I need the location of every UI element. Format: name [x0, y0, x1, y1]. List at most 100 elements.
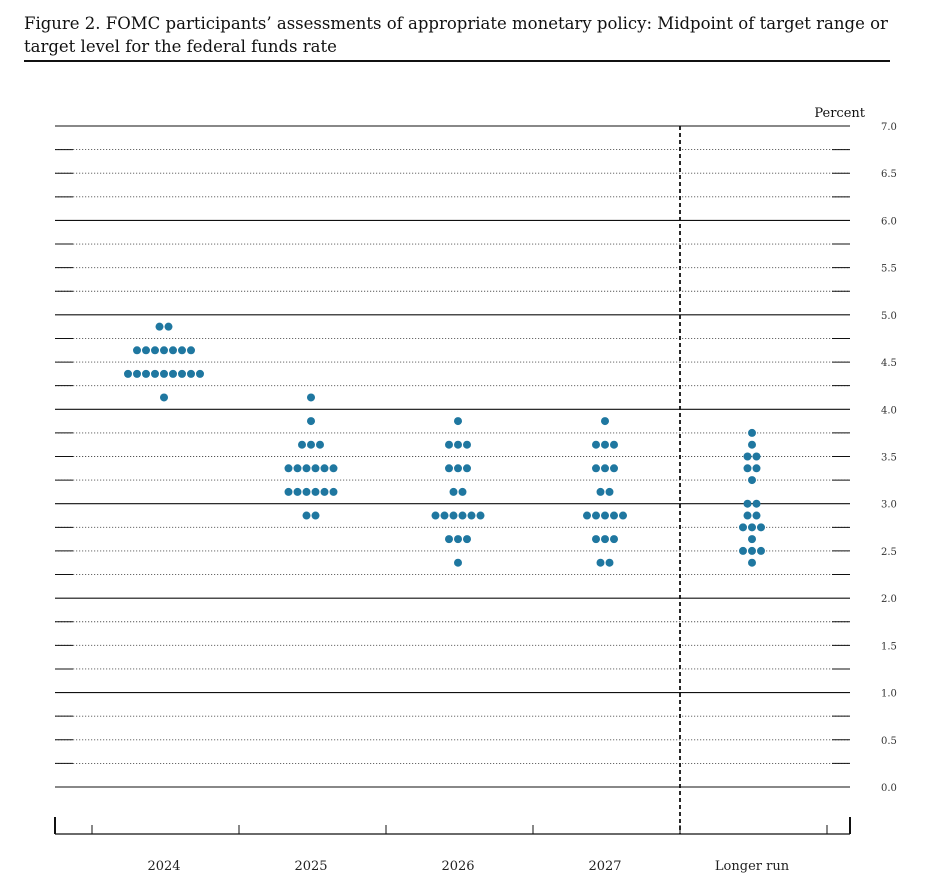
x-tick-label: 2027: [588, 859, 621, 874]
participant-dot: [610, 511, 618, 520]
participant-dot: [757, 546, 765, 555]
participant-dot: [748, 546, 756, 555]
participant-dot: [311, 464, 320, 473]
participant-dot: [596, 487, 605, 496]
y-tick-label: 1.0: [881, 689, 897, 700]
x-tick-label: Longer run: [715, 859, 790, 874]
participant-dot: [463, 464, 471, 473]
participant-dot: [601, 417, 609, 426]
participant-dot: [463, 535, 471, 544]
gridlines: [55, 125, 850, 788]
participant-dot: [592, 464, 600, 473]
dot-column: [739, 428, 765, 567]
participant-dot: [449, 511, 458, 520]
participant-dot: [743, 511, 752, 520]
participant-dot: [169, 369, 177, 378]
y-tick-label: 5.0: [881, 311, 897, 322]
y-tick-label: 2.5: [881, 547, 897, 558]
participant-dot: [133, 346, 141, 355]
participant-dot: [151, 369, 159, 378]
participant-dot: [178, 346, 186, 355]
participant-dot: [302, 511, 311, 520]
dot-column: [284, 393, 338, 520]
participant-dot: [284, 487, 293, 496]
participant-dot: [757, 523, 765, 532]
participant-dot: [440, 511, 449, 520]
participant-dot: [752, 499, 761, 508]
title-rule: [24, 60, 890, 62]
y-tick-label: 3.0: [881, 500, 897, 511]
y-axis-unit-label: Percent: [814, 106, 865, 121]
participant-dot: [307, 393, 315, 402]
participant-dot: [739, 546, 747, 555]
y-tick-label: 3.5: [881, 453, 897, 464]
participant-dot: [169, 346, 177, 355]
participant-dot: [293, 487, 302, 496]
participant-dot: [449, 487, 458, 496]
participant-dot: [748, 535, 756, 544]
x-tick-labels: 2024 2025 2026 2027 Longer run: [147, 859, 789, 874]
participant-dot: [592, 440, 600, 449]
participant-dot: [445, 464, 453, 473]
participant-dot: [302, 487, 311, 496]
participant-dot: [601, 511, 609, 520]
participant-dot: [458, 487, 467, 496]
participant-dot: [592, 535, 600, 544]
dot-column: [431, 417, 485, 567]
participant-dot: [605, 558, 614, 567]
x-tick-label: 2024: [147, 859, 180, 874]
participant-dot: [601, 535, 609, 544]
dot-column: [124, 322, 204, 402]
participant-dot: [178, 369, 186, 378]
participant-dot: [748, 440, 756, 449]
participant-dot: [596, 558, 605, 567]
participant-dot: [610, 440, 618, 449]
participant-dot: [311, 487, 320, 496]
participant-dot: [431, 511, 440, 520]
participant-dot: [316, 440, 324, 449]
participant-dot: [160, 369, 168, 378]
y-tick-label: 4.0: [881, 405, 897, 416]
y-tick-label: 0.5: [881, 736, 897, 747]
y-tick-label: 1.5: [881, 641, 897, 652]
participant-dot: [463, 440, 471, 449]
participant-dot: [748, 558, 756, 567]
participant-dot: [454, 535, 462, 544]
participant-dot: [187, 346, 195, 355]
participant-dot: [752, 511, 761, 520]
participant-dot: [160, 346, 168, 355]
participant-dot: [124, 369, 132, 378]
participant-dot: [293, 464, 302, 473]
participant-dot: [601, 440, 609, 449]
participant-dot: [302, 464, 311, 473]
participant-dot: [583, 511, 591, 520]
participant-dot: [476, 511, 485, 520]
participant-dot: [619, 511, 627, 520]
participant-dot: [196, 369, 204, 378]
participant-dot: [748, 428, 756, 437]
x-axis: [54, 817, 851, 835]
participant-dot: [592, 511, 600, 520]
participant-dot: [298, 440, 306, 449]
dot-column: [583, 417, 627, 567]
participant-dot: [454, 558, 462, 567]
participant-dot: [601, 464, 609, 473]
y-tick-label: 5.5: [881, 264, 897, 275]
y-tick-label: 2.0: [881, 594, 897, 605]
participant-dot: [752, 452, 761, 461]
participant-dot: [610, 535, 618, 544]
participant-dot: [454, 417, 462, 426]
x-tick-label: 2025: [294, 859, 327, 874]
participant-dot: [605, 487, 614, 496]
participant-dot: [454, 440, 462, 449]
participant-dot: [445, 535, 453, 544]
participant-dot: [307, 417, 315, 426]
y-tick-label: 7.0: [881, 122, 897, 133]
participant-dot: [610, 464, 618, 473]
y-tick-label: 6.5: [881, 169, 897, 180]
participant-dot: [155, 322, 164, 331]
participant-dot: [752, 464, 761, 473]
participant-dot: [133, 369, 141, 378]
participant-dot: [320, 464, 329, 473]
